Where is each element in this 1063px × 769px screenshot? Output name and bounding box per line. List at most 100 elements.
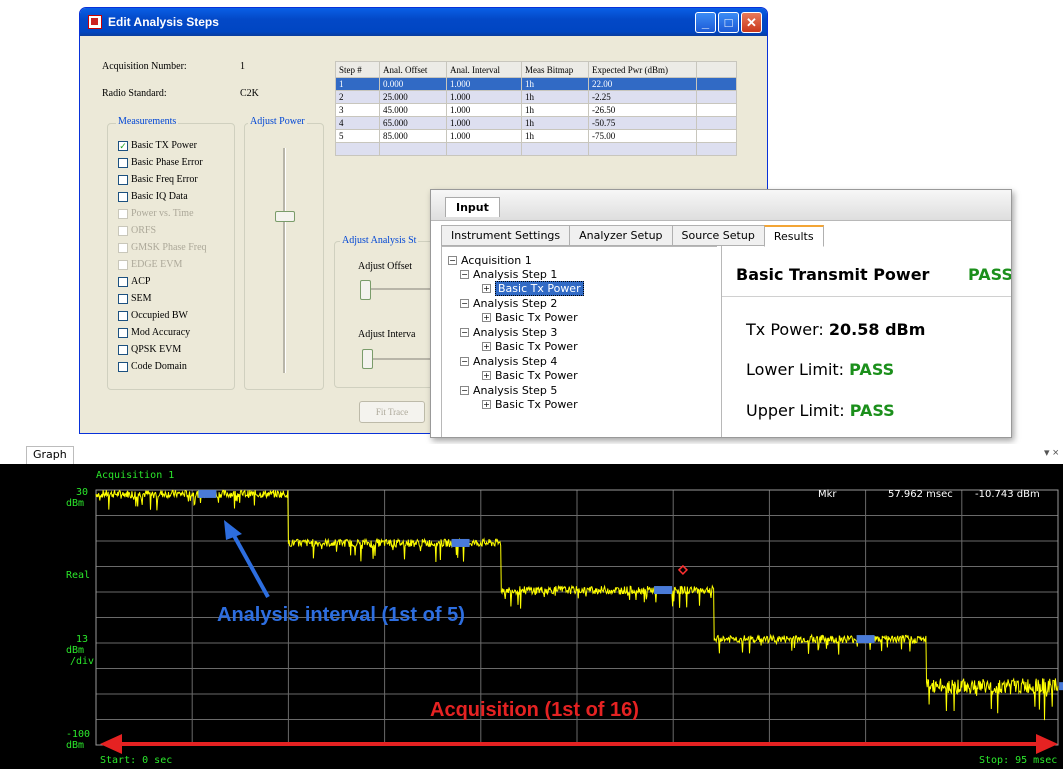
table-row[interactable]: 4 65.000 1.000 1h -50.75 <box>335 116 737 130</box>
measurement-label: ACP <box>131 276 151 287</box>
collapse-icon[interactable]: − <box>460 270 469 279</box>
power-slider-thumb[interactable] <box>275 211 295 222</box>
measurement-checkbox-12[interactable]: Mod Accuracy <box>118 327 190 338</box>
expand-icon[interactable]: + <box>482 371 491 380</box>
y-scale-value: 13 <box>76 634 89 645</box>
tab-results[interactable]: Results <box>763 225 824 247</box>
table-cell[interactable]: 22.00 <box>588 77 697 91</box>
input-panel: Input Instrument Settings Analyzer Setup S… <box>430 189 1012 438</box>
table-cell[interactable]: 1.000 <box>446 90 522 104</box>
measurement-label: Basic Phase Error <box>131 157 203 168</box>
table-cell[interactable]: 5 <box>335 129 380 143</box>
table-header-5[interactable]: Expected Pwr (dBm) <box>588 61 697 78</box>
input-tabs: Instrument Settings Analyzer Setup Source … <box>441 225 824 247</box>
table-row[interactable]: 1 0.000 1.000 1h 22.00 <box>335 77 737 91</box>
maximize-button[interactable]: □ <box>718 12 739 33</box>
measurement-checkbox-10[interactable]: SEM <box>118 293 152 304</box>
graph-tab-bar: Graph ▾ × <box>0 444 1063 465</box>
graph-tab-controls[interactable]: ▾ × <box>1043 447 1059 459</box>
checkmark-icon: ✓ <box>118 140 128 151</box>
tree-node-analysis-step[interactable]: − Analysis Step 2 <box>460 297 557 310</box>
table-cell-empty <box>696 142 737 156</box>
expand-icon[interactable]: + <box>482 284 491 293</box>
measurement-label: SEM <box>131 293 152 304</box>
expand-icon[interactable]: + <box>482 342 491 351</box>
table-header-4[interactable]: Meas Bitmap <box>521 61 589 78</box>
tab-instrument-settings[interactable]: Instrument Settings <box>441 225 571 246</box>
table-cell[interactable]: 1h <box>521 129 589 143</box>
table-cell[interactable]: 1.000 <box>446 116 522 130</box>
table-header-1[interactable]: Step # <box>335 61 380 78</box>
table-cell[interactable]: 85.000 <box>379 129 447 143</box>
graph-plot[interactable] <box>0 464 1063 769</box>
measurement-checkbox-13[interactable]: QPSK EVM <box>118 344 181 355</box>
graph-svg <box>95 489 1063 754</box>
table-cell[interactable]: -26.50 <box>588 103 697 117</box>
measurement-checkbox-11[interactable]: Occupied BW <box>118 310 188 321</box>
table-cell[interactable]: 65.000 <box>379 116 447 130</box>
analysis-interval-marker <box>856 635 875 644</box>
table-cell[interactable]: 3 <box>335 103 380 117</box>
table-cell[interactable]: 25.000 <box>379 90 447 104</box>
tree-node-measurement[interactable]: + Basic Tx Power <box>482 281 584 296</box>
graph-tab[interactable]: Graph <box>26 446 74 465</box>
expand-icon[interactable]: + <box>482 400 491 409</box>
tree-node-measurement[interactable]: + Basic Tx Power <box>482 398 578 411</box>
offset-slider-thumb[interactable] <box>360 280 371 300</box>
table-cell[interactable]: 2 <box>335 90 380 104</box>
expand-icon[interactable]: + <box>482 313 491 322</box>
table-cell[interactable]: 1 <box>335 77 380 91</box>
table-header-3[interactable]: Anal. Interval <box>446 61 522 78</box>
table-cell[interactable]: 1h <box>521 116 589 130</box>
collapse-icon[interactable]: − <box>460 299 469 308</box>
collapse-icon[interactable]: − <box>460 357 469 366</box>
table-cell[interactable]: -50.75 <box>588 116 697 130</box>
minimize-button[interactable]: _ <box>695 12 716 33</box>
tree-node-analysis-step[interactable]: − Analysis Step 3 <box>460 326 557 339</box>
measurement-checkbox-3[interactable]: Basic Freq Error <box>118 174 198 185</box>
tab-analyzer-setup[interactable]: Analyzer Setup <box>569 225 673 246</box>
table-cell[interactable]: 4 <box>335 116 380 130</box>
measurement-checkbox-1[interactable]: ✓ Basic TX Power <box>118 140 197 151</box>
table-cell[interactable]: -2.25 <box>588 90 697 104</box>
collapse-icon[interactable]: − <box>460 386 469 395</box>
tree-node-measurement[interactable]: + Basic Tx Power <box>482 340 578 353</box>
measurement-label: Basic IQ Data <box>131 191 188 202</box>
table-cell[interactable]: 45.000 <box>379 103 447 117</box>
analysis-steps-table: Step # Anal. Offset Anal. Interval Meas Bit… <box>335 61 737 156</box>
table-cell[interactable]: 1.000 <box>446 77 522 91</box>
close-button[interactable]: ✕ <box>741 12 762 33</box>
tree-node-analysis-step[interactable]: − Analysis Step 4 <box>460 355 557 368</box>
tx-power-label: Tx Power: <box>746 320 824 339</box>
tab-source-setup[interactable]: Source Setup <box>671 225 765 246</box>
table-cell[interactable]: 1.000 <box>446 129 522 143</box>
input-panel-tab[interactable]: Input <box>445 197 500 217</box>
table-row[interactable]: 2 25.000 1.000 1h -2.25 <box>335 90 737 104</box>
interval-slider-thumb[interactable] <box>362 349 373 369</box>
window-titlebar[interactable]: Edit Analysis Steps _ □ ✕ <box>80 8 767 36</box>
measurement-label: GMSK Phase Freq <box>131 242 207 253</box>
tree-node-analysis-step[interactable]: − Analysis Step 5 <box>460 384 557 397</box>
table-cell[interactable]: 1h <box>521 77 589 91</box>
table-row[interactable]: 5 85.000 1.000 1h -75.00 <box>335 129 737 143</box>
collapse-icon[interactable]: − <box>448 256 457 265</box>
tree-node-measurement[interactable]: + Basic Tx Power <box>482 311 578 324</box>
tree-node-measurement[interactable]: + Basic Tx Power <box>482 369 578 382</box>
measurement-checkbox-9[interactable]: ACP <box>118 276 150 287</box>
fit-trace-button[interactable]: Fit Trace <box>359 401 425 423</box>
table-header-2[interactable]: Anal. Offset <box>379 61 447 78</box>
table-cell[interactable]: 1h <box>521 90 589 104</box>
table-cell-empty <box>521 142 589 156</box>
collapse-icon[interactable]: − <box>460 328 469 337</box>
measurement-checkbox-14[interactable]: Code Domain <box>118 361 187 372</box>
results-title: Basic Transmit Power <box>736 265 930 284</box>
table-cell[interactable]: -75.00 <box>588 129 697 143</box>
table-cell[interactable]: 0.000 <box>379 77 447 91</box>
tree-node-analysis-step[interactable]: − Analysis Step 1 <box>460 268 557 281</box>
measurement-checkbox-4[interactable]: Basic IQ Data <box>118 191 188 202</box>
tree-node-acquisition[interactable]: − Acquisition 1 <box>448 254 532 267</box>
measurement-checkbox-2[interactable]: Basic Phase Error <box>118 157 203 168</box>
table-row[interactable]: 3 45.000 1.000 1h -26.50 <box>335 103 737 117</box>
table-cell[interactable]: 1.000 <box>446 103 522 117</box>
table-cell[interactable]: 1h <box>521 103 589 117</box>
